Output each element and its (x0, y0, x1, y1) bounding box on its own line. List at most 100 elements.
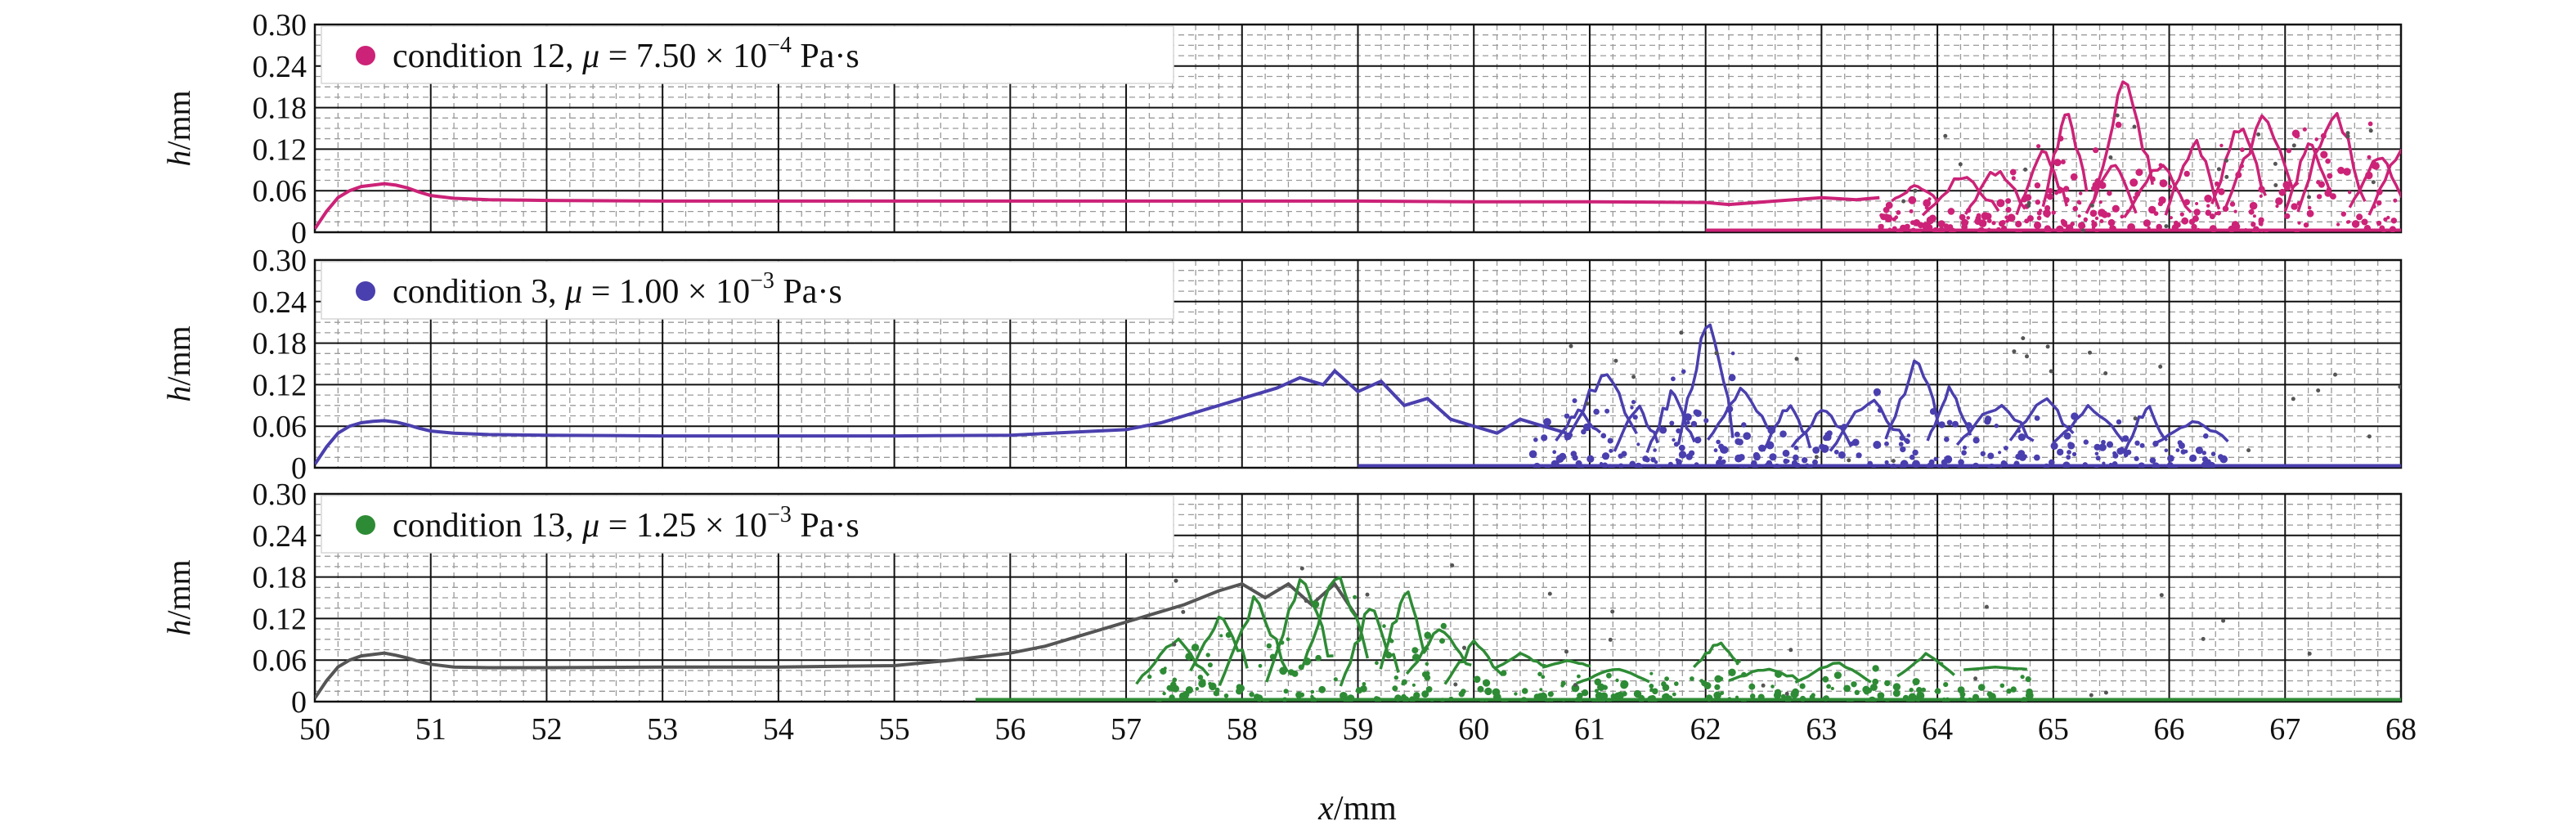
droplet-point (1767, 462, 1773, 468)
droplet-point (1909, 209, 1914, 213)
droplet-point (1965, 464, 1972, 468)
y-tick-label: 0 (291, 451, 307, 486)
droplet-point (1802, 457, 1808, 464)
droplet-point (1782, 449, 1790, 457)
droplet-point (1984, 604, 1989, 609)
droplet-point (1591, 698, 1598, 702)
droplet-point (1401, 679, 1407, 685)
droplet-point (2045, 344, 2050, 349)
droplet-point (1799, 695, 1806, 702)
droplet-point (2015, 229, 2020, 232)
y-tick-label: 0.12 (253, 602, 307, 636)
breakup-peak (1443, 639, 1504, 685)
droplet-point (1823, 434, 1829, 442)
droplet-point (2181, 217, 2189, 225)
droplet-point (2159, 179, 2168, 188)
droplet-point (1973, 676, 1978, 681)
droplet-point (1769, 453, 1777, 461)
droplet-point (2258, 221, 2264, 227)
droplet-point (1276, 645, 1281, 650)
droplet-point (2115, 113, 2120, 118)
droplet-point (1899, 464, 1905, 468)
droplet-point (1236, 688, 1243, 695)
droplet-point (1676, 459, 1682, 465)
breakup-peak (1576, 667, 1650, 685)
droplet-point (2231, 221, 2239, 229)
droplet-point (1219, 634, 1223, 638)
droplet-point (1833, 671, 1842, 680)
droplet-point (2033, 454, 2040, 461)
panel-1: 0 0.06 0.12 0.18 0.24 0.30 h/mm condition 12, μ… (160, 8, 2403, 250)
droplet-point (2007, 213, 2016, 222)
droplet-point (2372, 204, 2376, 209)
droplet-point (1694, 462, 1699, 467)
film-height-line (315, 368, 1568, 465)
legend-box (321, 261, 1174, 320)
droplet-point (1694, 436, 1702, 444)
panel-frame (313, 258, 2403, 469)
droplet-point (2089, 209, 2098, 218)
droplet-point (1630, 406, 1634, 410)
droplet-point (1283, 689, 1289, 694)
droplet-point (1905, 438, 1910, 445)
droplet-point (2036, 210, 2042, 216)
breakup-peak (2041, 113, 2089, 208)
droplet-point (2327, 173, 2333, 179)
droplet-point (1856, 452, 1862, 459)
droplet-point (2273, 183, 2278, 187)
droplet-point (1689, 450, 1695, 456)
droplet-point (1869, 698, 1877, 702)
droplet-point (2183, 199, 2190, 205)
droplet-point (2376, 200, 2382, 206)
droplet-point (2150, 176, 2156, 182)
droplet-point (1713, 691, 1721, 700)
droplet-point (1884, 680, 1891, 687)
droplet-point (1912, 678, 1920, 686)
droplet-point (1266, 643, 1272, 648)
droplet-point (1169, 694, 1175, 701)
droplet-point (2102, 461, 2106, 465)
droplet-point (1533, 462, 1542, 468)
droplet-point (1937, 227, 1945, 232)
droplet-point (1874, 391, 1879, 397)
droplet-point (1916, 687, 1923, 693)
droplet-point (2135, 168, 2143, 177)
droplet-point (1986, 218, 1992, 223)
droplet-point (1594, 689, 1599, 693)
droplet-point (2046, 193, 2053, 200)
x-tick-label: 60 (1458, 712, 1489, 747)
droplet-point (1717, 455, 1723, 460)
droplet-point (1673, 442, 1679, 447)
droplet-point (2393, 198, 2398, 203)
droplet-point (2025, 691, 2034, 700)
droplet-point (1601, 452, 1610, 460)
droplet-point (2098, 209, 2107, 217)
droplet-point (2195, 202, 2199, 205)
droplet-point (2078, 222, 2085, 230)
droplet-point (2246, 448, 2251, 453)
droplet-point (1838, 451, 1846, 459)
droplet-point (1636, 442, 1640, 446)
droplet-point (2370, 161, 2378, 169)
droplet-point (2138, 462, 2145, 468)
droplet-point (1172, 642, 1177, 647)
droplet-point (1425, 686, 1433, 693)
droplet-point (1928, 214, 1936, 222)
droplet-point (2209, 225, 2217, 232)
droplet-point (1585, 402, 1590, 406)
droplet-point (2036, 215, 2042, 221)
droplet-point (1961, 223, 1968, 231)
droplet-point (1784, 695, 1793, 702)
panel-frame (313, 492, 2403, 703)
droplet-point (2106, 441, 2114, 448)
droplet-point (1374, 696, 1380, 702)
droplet-point (2282, 181, 2291, 189)
droplet-point (1907, 696, 1915, 702)
droplet-point (1609, 448, 1613, 453)
y-tick-label: 0.18 (253, 92, 307, 126)
droplet-point (2291, 397, 2296, 402)
droplet-point (2175, 448, 2180, 452)
droplet-point (1788, 648, 1793, 653)
droplet-point (1501, 670, 1507, 676)
droplet-point (1961, 464, 1967, 468)
